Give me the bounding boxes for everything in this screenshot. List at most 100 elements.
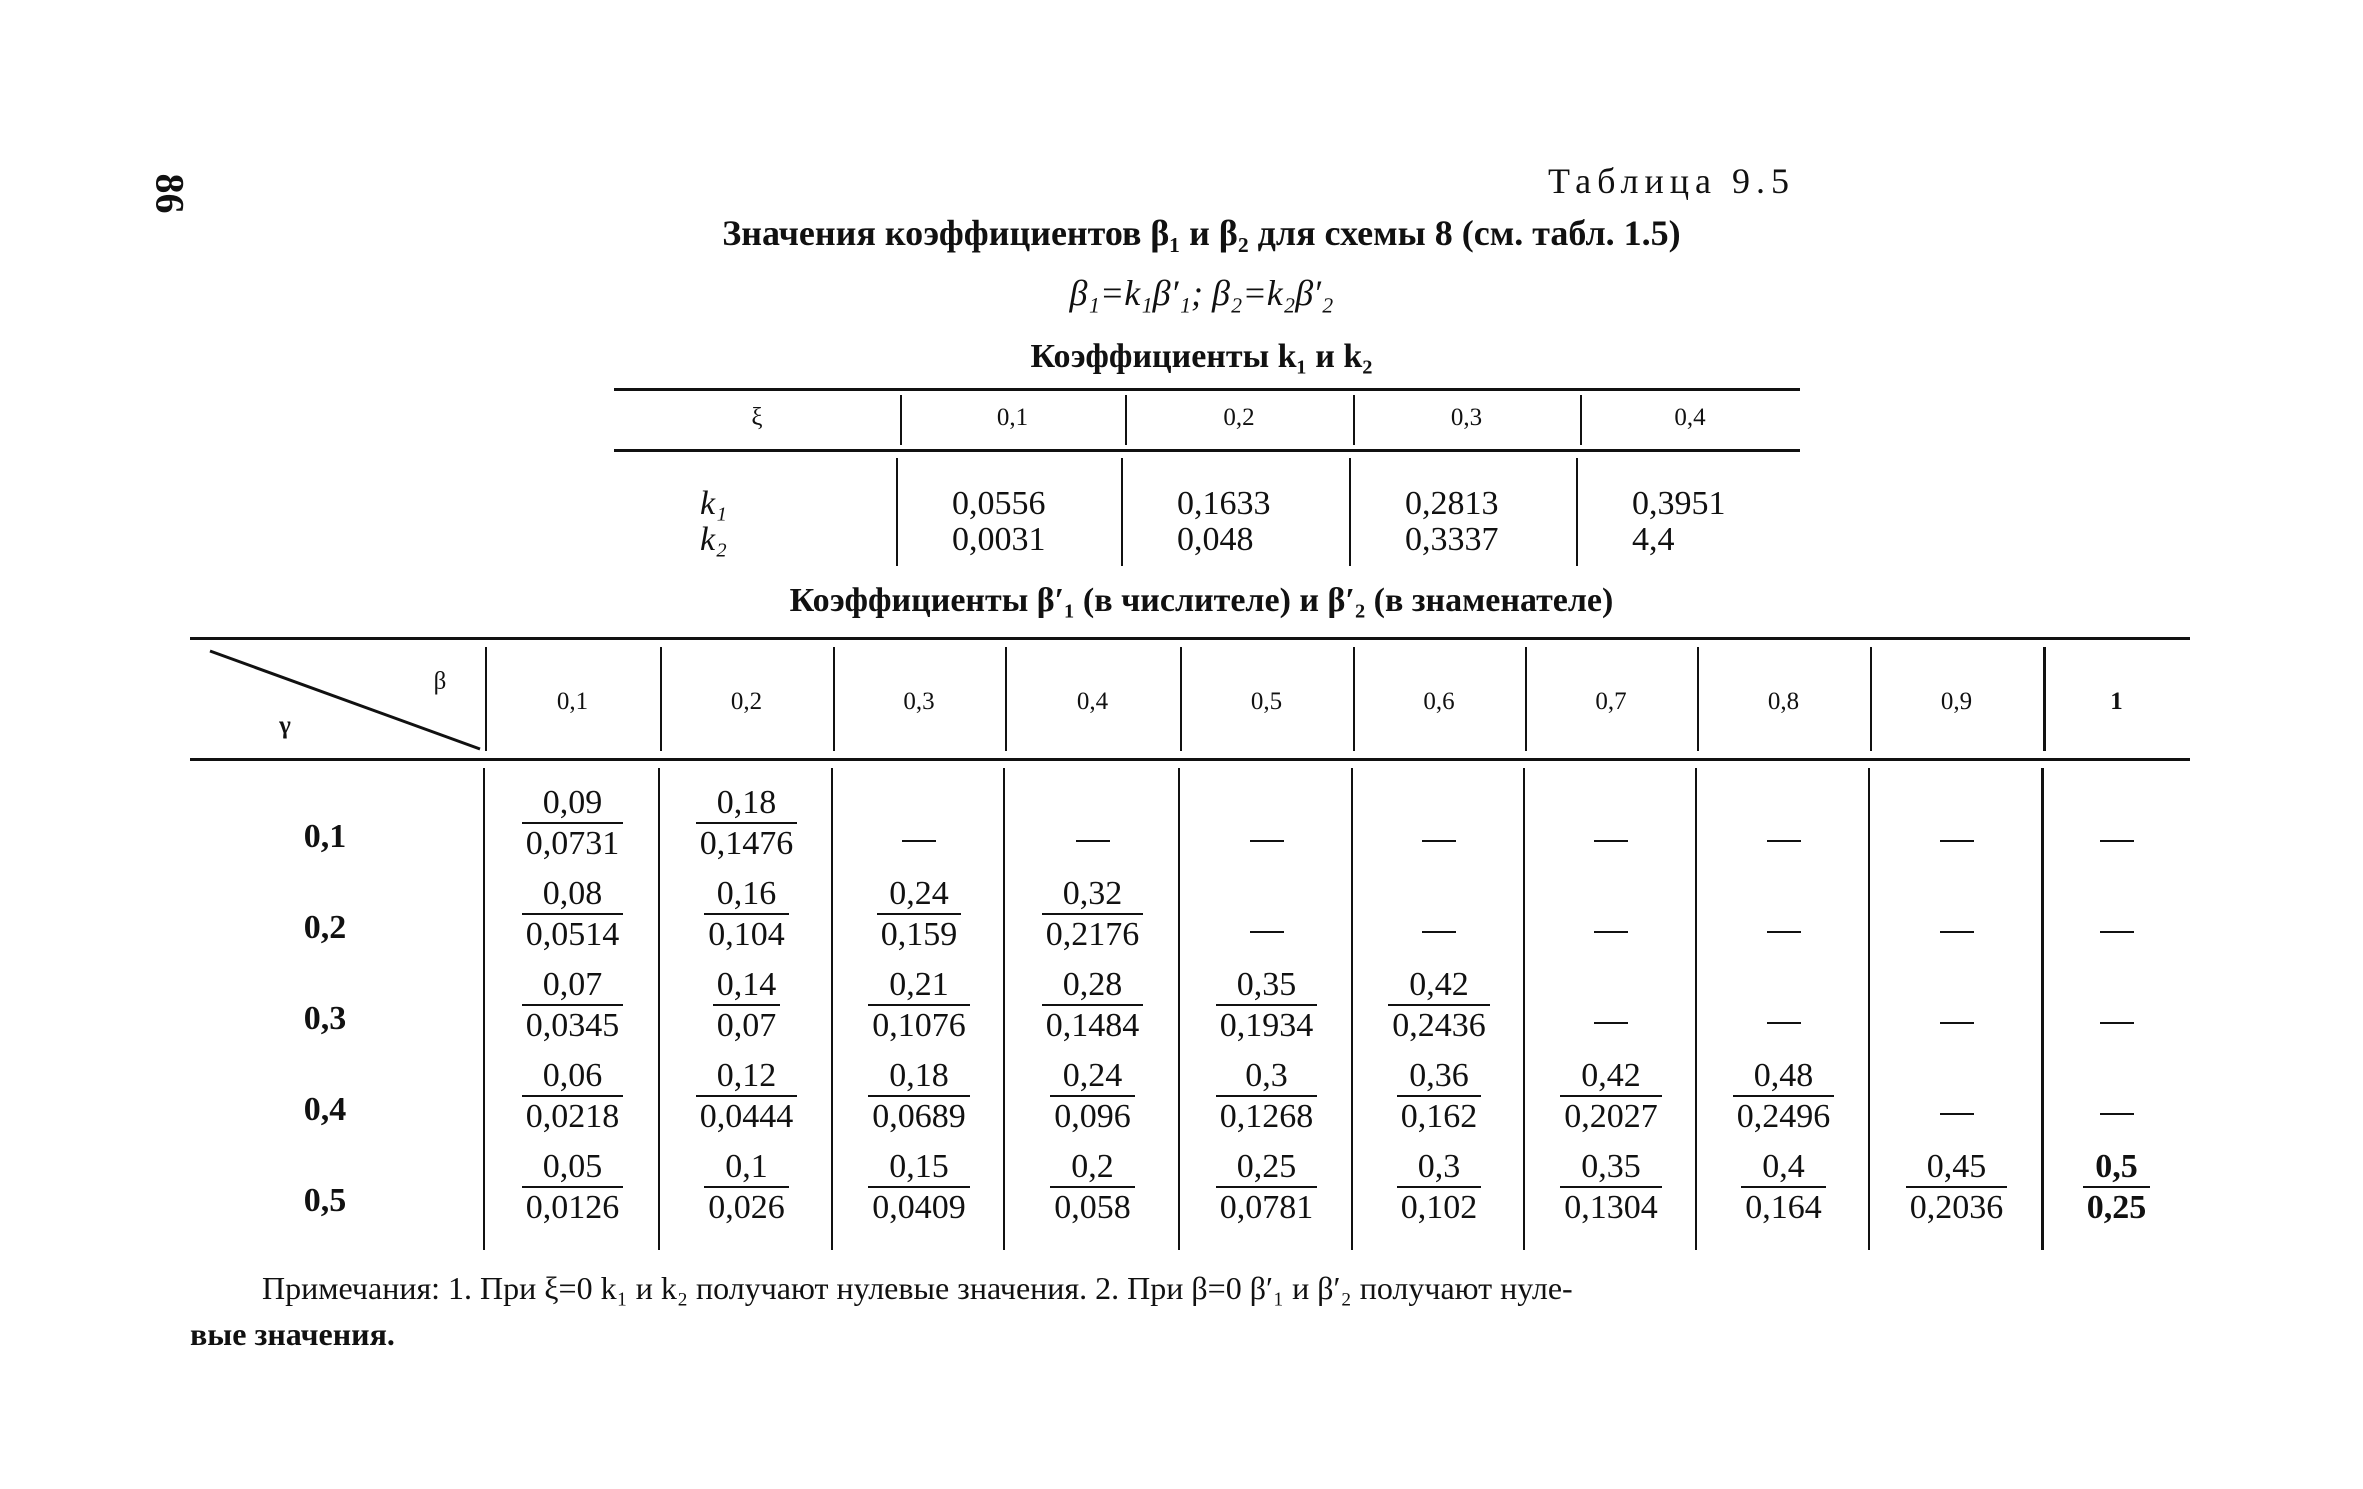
denominator-beta2: 0,0731 <box>521 822 624 864</box>
numerator-beta1: 0,48 <box>1753 1057 1814 1094</box>
denominator-beta2: 0,0444 <box>695 1095 798 1137</box>
denominator-beta2: 0,25 <box>2082 1186 2151 1228</box>
denominator-beta2: 0,162 <box>1396 1095 1482 1137</box>
table2-column-divider <box>483 768 485 1250</box>
numerator-beta1: 0,42 <box>1581 1057 1641 1094</box>
table2-column-divider <box>1003 768 1005 1250</box>
table2-column-divider <box>1868 768 1870 1250</box>
numerator-beta1: 0,18 <box>716 784 777 821</box>
numerator-beta1: 0,4 <box>1762 1148 1805 1185</box>
numerator-beta1: 0,36 <box>1409 1057 1469 1094</box>
table2-column-divider <box>485 647 487 751</box>
table1-column-header: 0,1 <box>996 404 1029 431</box>
empty-dash <box>2099 1022 2134 1024</box>
k2-value: 0,3337 <box>1405 521 1499 558</box>
note-line-1: Примечания: 1. При ξ=0 k₁ и k₂ получают … <box>262 1270 1573 1306</box>
denominator-beta2: 0,1076 <box>868 1004 970 1046</box>
table2-column-divider <box>2043 647 2046 751</box>
table2-column-divider <box>1351 768 1353 1250</box>
fraction-cell: 0,25 0,0781 <box>1197 1148 1337 1228</box>
fraction-cell: 0,12 0,0444 <box>677 1057 817 1137</box>
empty-dash <box>1422 840 1456 842</box>
empty-dash <box>902 840 936 842</box>
k1-value: 0,1633 <box>1177 485 1271 522</box>
table2-column-header: 0,8 <box>1767 688 1800 715</box>
numerator-beta1: 0,06 <box>542 1057 603 1094</box>
numerator-beta1: 0,35 <box>1581 1148 1641 1185</box>
table2-column-divider <box>1870 647 1872 751</box>
denominator-beta2: 0,0781 <box>1215 1186 1318 1228</box>
denominator-beta2: 0,0345 <box>521 1004 624 1046</box>
denominator-beta2: 0,1484 <box>1041 1004 1144 1046</box>
denominator-beta2: 0,0218 <box>521 1095 624 1137</box>
table2-column-divider <box>658 768 660 1250</box>
numerator-beta1: 0,16 <box>716 875 777 912</box>
row-label-gamma: 0,4 <box>303 1091 347 1128</box>
k1-value: 0,3951 <box>1632 485 1726 522</box>
numerator-beta1: 0,28 <box>1062 966 1123 1003</box>
denominator-beta2: 0,2176 <box>1041 913 1144 955</box>
empty-dash <box>1939 840 1974 842</box>
empty-dash <box>1594 840 1628 842</box>
corner-gamma: γ <box>279 712 291 739</box>
denominator-beta2: 0,1934 <box>1215 1004 1318 1046</box>
denominator-beta2: 0,096 <box>1050 1095 1135 1137</box>
denominator-beta2: 0,2027 <box>1560 1095 1662 1137</box>
denominator-beta2: 0,1476 <box>695 822 798 864</box>
fraction-cell: 0,3 0,102 <box>1369 1148 1509 1228</box>
row-label-gamma: 0,2 <box>303 909 347 946</box>
k1-value: 0,0556 <box>952 485 1046 522</box>
table2-top-rule <box>190 637 2190 640</box>
k2-value: 0,0031 <box>952 521 1046 558</box>
page-number: 86 <box>147 173 193 214</box>
denominator-beta2: 0,0409 <box>868 1186 970 1228</box>
empty-dash <box>1075 840 1110 842</box>
note-line-2: вые значения. <box>190 1316 395 1352</box>
fraction-cell: 0,14 0,07 <box>677 966 817 1046</box>
fraction-cell: 0,05 0,0126 <box>503 1148 643 1228</box>
table1-column-divider <box>896 458 898 566</box>
empty-dash <box>1249 840 1284 842</box>
fraction-cell: 0,18 0,0689 <box>849 1057 989 1137</box>
table2-column-header: 0,9 <box>1940 688 1973 715</box>
fraction-cell: 0,15 0,0409 <box>849 1148 989 1228</box>
denominator-beta2: 0,0126 <box>521 1186 624 1228</box>
numerator-beta1: 0,45 <box>1926 1148 1987 1185</box>
table2-column-header: 0,4 <box>1076 688 1109 715</box>
fraction-cell: 0,3 0,1268 <box>1197 1057 1337 1137</box>
numerator-beta1: 0,3 <box>1417 1148 1461 1185</box>
table2-column-header: 0,2 <box>730 688 763 715</box>
empty-dash <box>1594 931 1628 933</box>
k2-value: 4,4 <box>1632 521 1675 558</box>
denominator-beta2: 0,164 <box>1741 1186 1826 1228</box>
fraction-cell: 0,07 0,0345 <box>503 966 643 1046</box>
denominator-beta2: 0,2436 <box>1388 1004 1490 1046</box>
denominator-beta2: 0,026 <box>704 1186 789 1228</box>
numerator-beta1: 0,24 <box>1062 1057 1123 1094</box>
numerator-beta1: 0,42 <box>1409 966 1469 1003</box>
numerator-beta1: 0,15 <box>889 1148 949 1185</box>
row-label-gamma: 0,5 <box>303 1182 347 1219</box>
empty-dash <box>1249 931 1284 933</box>
fraction-cell: 0,4 0,164 <box>1714 1148 1854 1228</box>
denominator-beta2: 0,104 <box>704 913 789 955</box>
numerator-beta1: 0,05 <box>542 1148 603 1185</box>
empty-dash <box>2099 840 2134 842</box>
table2-column-divider <box>1695 768 1697 1250</box>
empty-dash <box>2099 1113 2134 1115</box>
table2-column-divider <box>831 768 833 1250</box>
table1-header-xi: ξ <box>751 404 763 431</box>
table2-column-divider <box>1005 647 1007 751</box>
empty-dash <box>1766 1022 1801 1024</box>
numerator-beta1: 0,07 <box>542 966 603 1003</box>
table1-caption: Коэффициенты k₁ и k₂ <box>1030 338 1373 375</box>
row-label-k2: k₂ <box>700 521 727 558</box>
fraction-cell: 0,35 0,1304 <box>1541 1148 1681 1228</box>
row-label-gamma: 0,1 <box>303 818 347 855</box>
table2-column-divider <box>660 647 662 751</box>
denominator-beta2: 0,0689 <box>868 1095 970 1137</box>
table-title: Значения коэффициентов β₁ и β₂ для схемы… <box>722 213 1681 253</box>
numerator-beta1: 0,35 <box>1236 966 1297 1003</box>
table2-column-header: 0,6 <box>1423 688 1455 715</box>
table2-column-header: 0,3 <box>903 688 935 715</box>
